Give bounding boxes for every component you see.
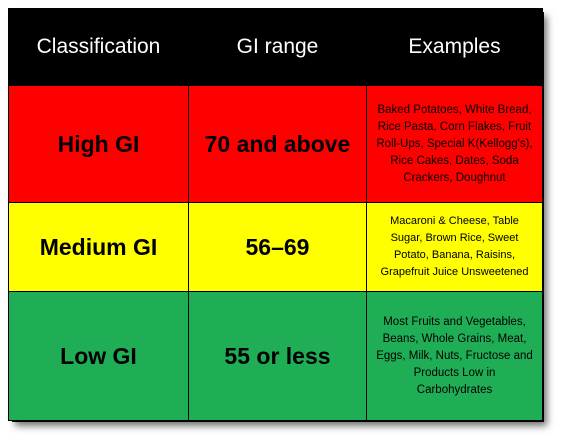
range-cell-medium: 56–69: [188, 202, 367, 292]
gi-classification-table: Classification GI range Examples High GI…: [8, 8, 543, 421]
header-row: Classification GI range Examples: [8, 8, 543, 86]
range-cell-high: 70 and above: [188, 85, 367, 203]
classification-cell-medium: Medium GI: [8, 202, 189, 292]
classification-cell-high: High GI: [8, 85, 189, 203]
row-medium-gi: Medium GI 56–69 Macaroni & Cheese, Table…: [8, 202, 543, 292]
header-classification: Classification: [8, 8, 189, 86]
header-examples: Examples: [366, 8, 543, 86]
row-high-gi: High GI 70 and above Baked Potatoes, Whi…: [8, 85, 543, 203]
range-cell-low: 55 or less: [188, 291, 367, 421]
classification-cell-low: Low GI: [8, 291, 189, 421]
examples-cell-low: Most Fruits and Vegetables, Beans, Whole…: [366, 291, 543, 421]
row-low-gi: Low GI 55 or less Most Fruits and Vegeta…: [8, 291, 543, 421]
examples-cell-medium: Macaroni & Cheese, Table Sugar, Brown Ri…: [366, 202, 543, 292]
examples-cell-high: Baked Potatoes, White Bread, Rice Pasta,…: [366, 85, 543, 203]
header-gi-range: GI range: [188, 8, 367, 86]
